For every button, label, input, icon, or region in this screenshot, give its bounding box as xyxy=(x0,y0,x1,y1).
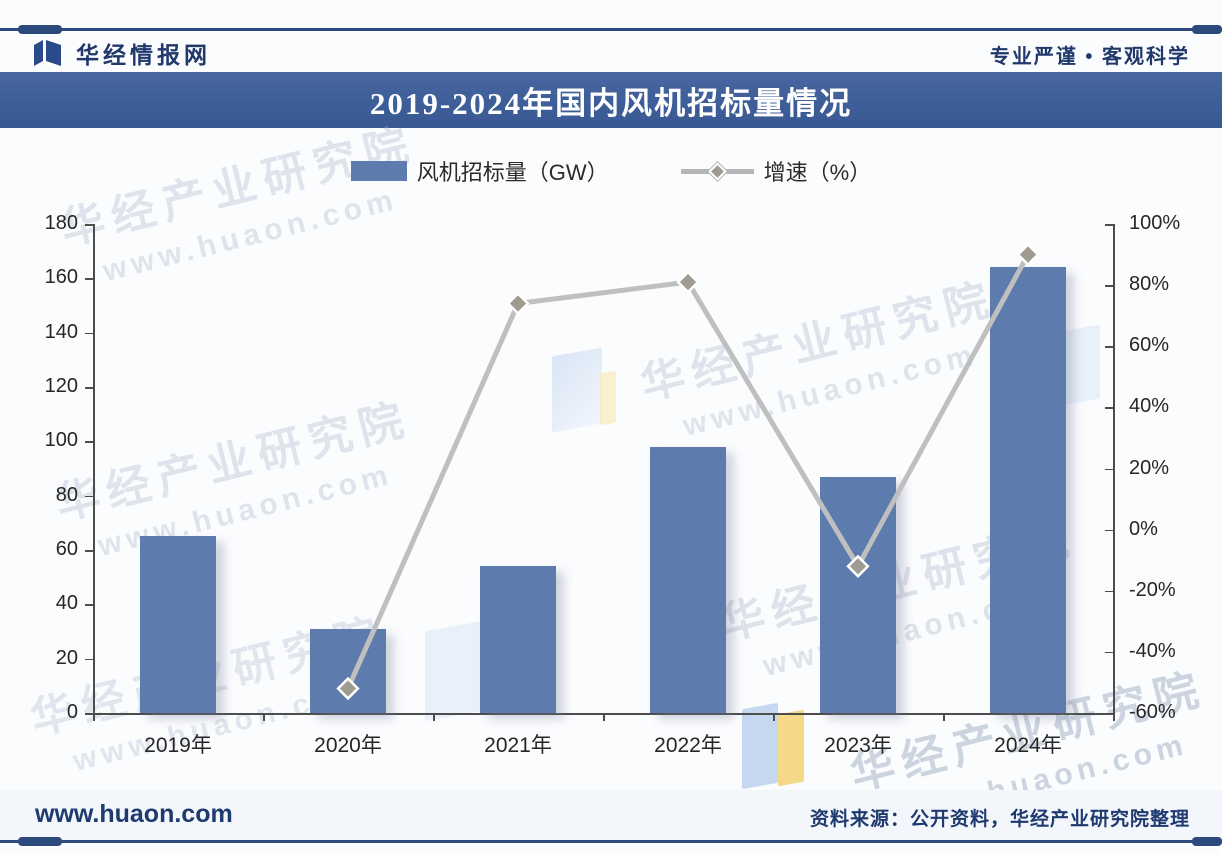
y-axis-left-tick-label: 140 xyxy=(44,320,78,343)
header-slogan: 专业严谨 • 客观科学 xyxy=(989,46,1190,68)
growth-line xyxy=(345,253,1031,690)
line-series-swatch xyxy=(680,161,754,181)
y-axis-left-tick-label: 80 xyxy=(55,483,78,506)
header: 华经情报网 专业严谨 • 客观科学 xyxy=(0,36,1222,70)
x-axis-tick xyxy=(603,713,605,721)
line-marker-diamond xyxy=(676,270,700,294)
y-axis-right-tick-label: -60% xyxy=(1129,701,1176,723)
y-axis-right-tick-label: 40% xyxy=(1129,395,1170,418)
x-axis-label: 2023年 xyxy=(824,734,892,757)
y-axis-left-tick xyxy=(85,550,93,552)
y-axis-right-tick-label: -40% xyxy=(1129,639,1176,662)
brand-name: 华经情报网 xyxy=(76,42,211,68)
bar-series-label: 风机招标量（GW） xyxy=(416,160,609,185)
chart-title: 2019-2024年国内风机招标量情况 xyxy=(369,85,853,121)
y-axis-right-tick xyxy=(1105,529,1113,532)
y-axis-left-tick xyxy=(85,495,93,498)
y-axis-right-tick xyxy=(1105,713,1113,715)
x-axis-tick xyxy=(263,713,265,721)
y-axis-left-tick xyxy=(85,658,93,661)
y-axis-left-tick xyxy=(85,441,93,443)
y-axis-right-tick-label: 100% xyxy=(1129,212,1181,234)
x-axis-label: 2021年 xyxy=(484,734,552,757)
line-swatch-dash xyxy=(680,168,709,174)
y-axis-left-tick xyxy=(85,278,93,280)
legend-item-bar-series: 风机招标量（GW） xyxy=(350,155,609,187)
y-axis-right-tick xyxy=(1105,651,1113,654)
bottom-divider-left-pill xyxy=(18,837,62,846)
x-axis-label: 2022年 xyxy=(654,734,722,757)
y-axis-left-tick-label: 120 xyxy=(44,375,78,397)
y-axis-right-tick xyxy=(1105,468,1113,470)
bottom-divider xyxy=(0,837,1222,846)
footer-site-url: www.huaon.com xyxy=(35,800,233,828)
top-divider-right-pill xyxy=(1192,25,1222,34)
x-axis-tick xyxy=(943,713,945,721)
y-axis-right-tick-label: 80% xyxy=(1129,273,1170,296)
y-axis-right-tick-label: 0% xyxy=(1129,517,1158,540)
line-marker-diamond xyxy=(846,554,870,578)
y-axis-left-tick xyxy=(85,713,93,715)
y-axis-left-tick-label: 60 xyxy=(55,538,78,560)
y-axis-left-tick xyxy=(85,387,93,389)
x-axis-tick xyxy=(773,713,775,721)
y-axis-left-tick-label: 100 xyxy=(44,429,78,452)
x-axis-label: 2024年 xyxy=(994,734,1062,757)
bottom-divider-right-pill xyxy=(1192,837,1222,846)
y-axis-right xyxy=(1113,224,1115,713)
y-axis-left-tick-label: 160 xyxy=(44,266,78,289)
top-divider-left-pill xyxy=(18,25,62,34)
line-series-label: 增速（%） xyxy=(763,160,872,185)
x-axis-label: 2020年 xyxy=(314,734,382,757)
y-axis-left-tick-label: 0 xyxy=(66,701,78,723)
bar-series-swatch xyxy=(350,161,407,181)
line-swatch-dash xyxy=(725,168,754,174)
y-axis-right-tick xyxy=(1105,407,1113,409)
footer-data-source: 资料来源：公开资料，华经产业研究院整理 xyxy=(809,809,1190,830)
brand-logo-icon xyxy=(34,39,64,67)
x-axis-tick xyxy=(93,713,95,721)
y-axis-right-tick-label: 60% xyxy=(1129,334,1170,357)
bar-2021年 xyxy=(480,566,556,713)
y-axis-left-tick-label: 20 xyxy=(55,646,78,669)
y-axis-right-tick xyxy=(1105,224,1113,226)
legend: 风机招标量（GW） 增速（%） xyxy=(0,155,1222,187)
bar-2022年 xyxy=(650,446,726,713)
y-axis-left-tick xyxy=(85,604,93,606)
x-axis-label: 2019年 xyxy=(144,734,212,757)
line-marker-diamond xyxy=(506,291,530,316)
y-axis-left-tick xyxy=(85,332,93,335)
line-marker-diamond xyxy=(336,676,360,701)
x-axis-tick xyxy=(1113,713,1115,721)
y-axis-left-tick xyxy=(85,224,93,226)
chart-title-bar: 2019-2024年国内风机招标量情况 xyxy=(0,72,1222,128)
bar-2019年 xyxy=(140,536,216,713)
legend-item-line-series: 增速（%） xyxy=(680,155,872,187)
x-axis-tick xyxy=(433,713,435,721)
y-axis-right-tick xyxy=(1105,285,1113,287)
y-axis-left-tick-label: 40 xyxy=(55,592,78,615)
y-axis-left xyxy=(93,224,95,713)
y-axis-right-tick-label: 20% xyxy=(1129,456,1170,479)
line-marker-diamond xyxy=(1016,242,1040,267)
y-axis-right-tick xyxy=(1105,590,1113,593)
brand: 华经情报网 xyxy=(34,36,211,70)
y-axis-left-tick-label: 180 xyxy=(44,212,78,234)
y-axis-right-tick-label: -20% xyxy=(1129,578,1176,601)
top-divider xyxy=(0,25,1222,34)
y-axis-right-tick xyxy=(1105,346,1113,348)
footer: www.huaon.com 资料来源：公开资料，华经产业研究院整理 xyxy=(0,790,1222,840)
bar-2024年 xyxy=(990,267,1066,713)
